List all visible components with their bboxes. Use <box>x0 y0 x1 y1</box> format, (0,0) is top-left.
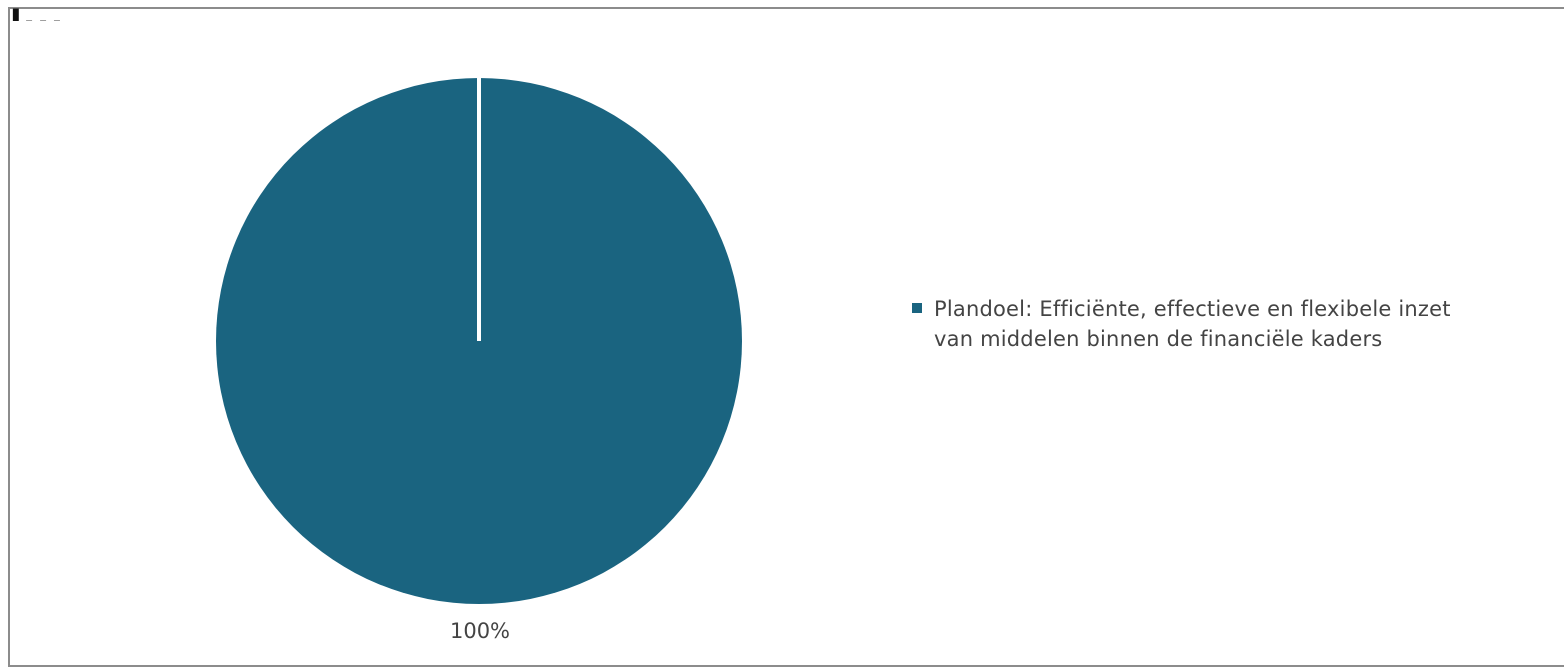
pie-data-label: 100% <box>449 619 511 643</box>
legend: Plandoel: Efficiënte, effectieve en flex… <box>912 294 1562 354</box>
top-clipped-text-label: ı... <box>10 0 65 21</box>
legend-line-2: van middelen binnen de financiële kaders <box>934 327 1383 351</box>
legend-text: Plandoel: Efficiënte, effectieve en flex… <box>934 294 1451 354</box>
legend-swatch <box>912 303 922 313</box>
top-clipped-text: ı... <box>10 0 270 21</box>
legend-line-1: Plandoel: Efficiënte, effectieve en flex… <box>934 297 1451 321</box>
pie-chart <box>216 78 742 604</box>
